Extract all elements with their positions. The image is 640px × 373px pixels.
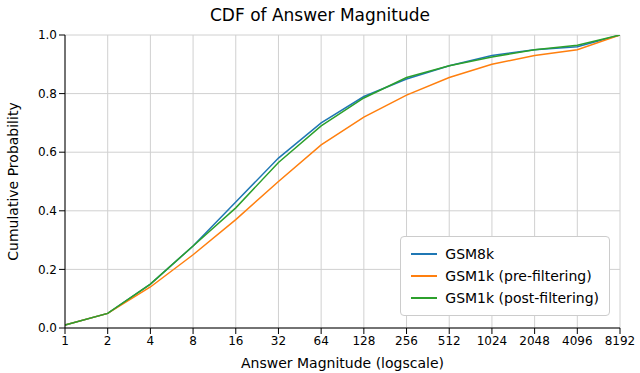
svg-text:4096: 4096 bbox=[562, 334, 593, 348]
svg-text:8: 8 bbox=[189, 334, 197, 348]
svg-text:64: 64 bbox=[314, 334, 329, 348]
svg-text:32: 32 bbox=[271, 334, 286, 348]
svg-text:256: 256 bbox=[395, 334, 418, 348]
svg-text:2048: 2048 bbox=[519, 334, 550, 348]
svg-text:0.6: 0.6 bbox=[38, 145, 57, 159]
svg-text:0.0: 0.0 bbox=[38, 321, 57, 335]
svg-text:512: 512 bbox=[438, 334, 461, 348]
svg-text:8192: 8192 bbox=[605, 334, 636, 348]
svg-text:0.4: 0.4 bbox=[38, 204, 57, 218]
svg-text:16: 16 bbox=[228, 334, 243, 348]
svg-text:4: 4 bbox=[147, 334, 155, 348]
svg-text:Cumulative Probability: Cumulative Probability bbox=[5, 102, 21, 260]
svg-text:1024: 1024 bbox=[477, 334, 508, 348]
svg-text:0.8: 0.8 bbox=[38, 87, 57, 101]
html-text:GSM1k (post-filtering): GSM1k (post-filtering) bbox=[445, 290, 599, 306]
svg-text:2: 2 bbox=[104, 334, 112, 348]
html-text:GSM8k: GSM8k bbox=[445, 246, 495, 262]
html-text:GSM1k (pre-filtering): GSM1k (pre-filtering) bbox=[445, 268, 592, 284]
svg-text:0.2: 0.2 bbox=[38, 263, 57, 277]
html-text:CDF of Answer Magnitude: CDF of Answer Magnitude bbox=[210, 5, 430, 25]
svg-text:1: 1 bbox=[61, 334, 69, 348]
svg-text:1.0: 1.0 bbox=[38, 30, 57, 42]
svg-text:128: 128 bbox=[352, 334, 375, 348]
svg-text:Answer Magnitude (logscale): Answer Magnitude (logscale) bbox=[241, 355, 444, 371]
